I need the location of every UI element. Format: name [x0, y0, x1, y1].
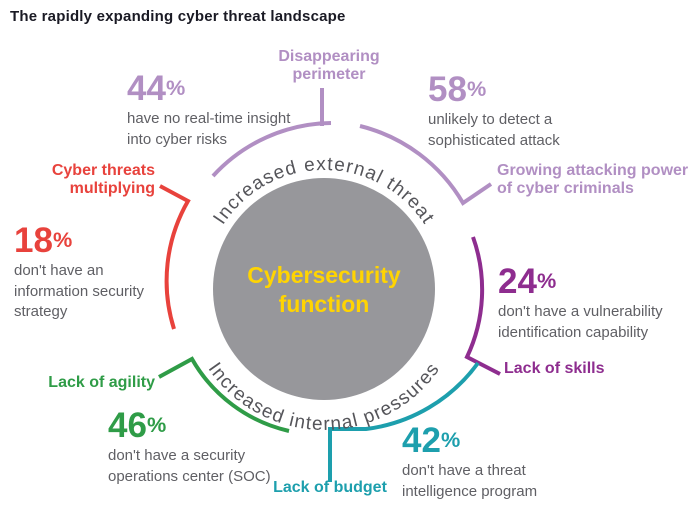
stat-number: 18: [14, 221, 53, 260]
stat-percent-sign: %: [440, 426, 461, 452]
stat-value: 58%: [428, 72, 593, 107]
stat-sophisticated-attack: 58% unlikely to detect a sophisticated a…: [428, 72, 593, 151]
stat-value: 42%: [402, 423, 567, 458]
stat-desc: don't have a security operations center …: [108, 447, 271, 485]
callout-lack-of-budget: Lack of budget: [273, 479, 387, 496]
stat-percent-sign: %: [466, 75, 487, 101]
stat-number: 58: [428, 70, 467, 109]
stat-value: 18%: [14, 223, 169, 258]
stat-no-vuln-identification: 24% don't have a vulnerability identific…: [498, 264, 693, 343]
stat-no-soc: 46% don't have a security operations cen…: [108, 408, 303, 487]
center-circle: [213, 178, 435, 400]
callout-growing-attacking-power: Growing attacking power of cyber crimina…: [497, 162, 689, 198]
stat-value: 44%: [127, 71, 307, 106]
stat-desc: don't have a threat intelligence program: [402, 462, 538, 500]
callout-lack-of-skills: Lack of skills: [504, 360, 605, 377]
cyber-threats-arc: [159, 184, 191, 330]
stat-desc: have no real-time insight into cyber ris…: [127, 110, 291, 148]
stat-desc: don't have an information security strat…: [14, 262, 145, 321]
center-circle-label: Cybersecurity function: [247, 262, 401, 317]
stat-percent-sign: %: [536, 267, 557, 293]
stat-no-threat-intel: 42% don't have a threat intelligence pro…: [402, 423, 567, 502]
stat-value: 46%: [108, 408, 303, 443]
page-title: The rapidly expanding cyber threat lands…: [10, 8, 346, 25]
callout-lack-of-agility: Lack of agility: [48, 374, 155, 391]
stat-number: 24: [498, 262, 537, 301]
lack-of-agility-arc: [158, 356, 290, 433]
stat-percent-sign: %: [52, 226, 73, 252]
external-threat-arc-left: [211, 121, 332, 178]
stat-number: 46: [108, 406, 147, 445]
stat-desc: don't have a vulnerability identificatio…: [498, 303, 663, 341]
external-threat-arc-right: [359, 124, 493, 206]
callout-disappearing-perimeter: Disappearing perimeter: [278, 48, 380, 84]
stat-no-infosec-strategy: 18% don't have an information security s…: [14, 223, 169, 323]
stat-value: 24%: [498, 264, 693, 299]
lack-of-budget-arc: [328, 361, 480, 482]
stat-desc: unlikely to detect a sophisticated attac…: [428, 111, 560, 149]
stat-number: 44: [127, 69, 166, 108]
callout-cyber-threats-multiplying: Cyber threats multiplying: [51, 162, 155, 198]
stat-number: 42: [402, 421, 441, 460]
stat-no-realtime-insight: 44% have no real-time insight into cyber…: [127, 71, 307, 150]
lack-of-skills-arc: [464, 236, 501, 376]
stat-percent-sign: %: [146, 411, 167, 437]
stat-percent-sign: %: [165, 74, 186, 100]
